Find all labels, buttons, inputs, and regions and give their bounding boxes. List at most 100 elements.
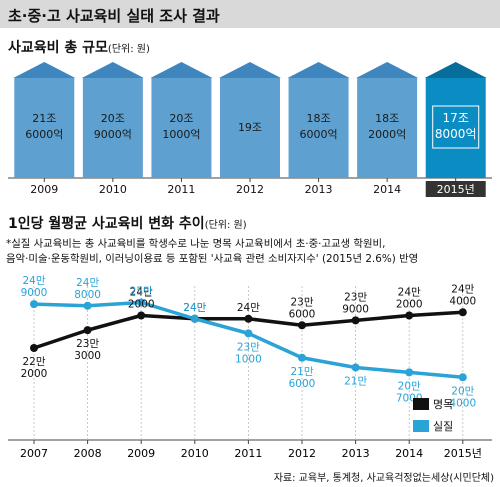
bar-value-label: 19조: [238, 121, 262, 134]
bar-category-label: 2010: [99, 183, 127, 196]
series-data-label: 9000: [342, 303, 369, 315]
series-data-label: 23만: [76, 338, 99, 350]
series-data-label: 9000: [21, 287, 48, 299]
series-data-label: 24만: [398, 287, 421, 299]
series-data-label: 20만: [451, 385, 474, 397]
series-point-명목: [137, 311, 146, 320]
bar-roof-2015년: [424, 62, 487, 78]
series-data-label: 24만: [237, 302, 260, 314]
series-point-실질: [83, 301, 92, 310]
series-point-명목: [30, 344, 38, 352]
title-band: [0, 0, 500, 28]
line-x-label: 2011: [234, 447, 262, 460]
line-note-line-2: 음악·미술·운동학원비, 이러닝이용료 등 포함된 '사교육 관련 소비자지수'…: [6, 253, 419, 265]
series-point-실질: [190, 314, 199, 323]
bar-roof-2013: [287, 62, 350, 78]
bar-category-label: 2011: [167, 183, 195, 196]
bar-roof-2014: [356, 62, 419, 78]
legend-label: 명목: [433, 398, 453, 411]
series-data-label: 3000: [74, 350, 101, 362]
series-data-label: 24만: [451, 283, 474, 295]
bar-value-label: 8000억: [435, 127, 477, 141]
series-point-명목: [244, 314, 253, 323]
bar-category-label: 2014: [373, 183, 401, 196]
line-section-unit: (단위: 원): [204, 220, 247, 231]
series-data-label: 23만: [237, 341, 260, 353]
series-data-label: 24만: [76, 277, 99, 289]
series-data-label: 21만: [344, 376, 367, 388]
series-data-label: 23만: [290, 296, 313, 308]
bar-value-label: 2000억: [368, 128, 406, 141]
line-x-label: 2009: [127, 447, 155, 460]
series-data-label: 25만: [130, 286, 153, 298]
legend-label: 실질: [433, 420, 453, 433]
series-data-label: 20만: [398, 380, 421, 392]
infographic-title: 초·중·고 사교육비 실태 조사 결과: [8, 7, 220, 25]
series-point-실질: [30, 300, 38, 309]
bar-value-label: 18조: [375, 112, 399, 125]
series-data-label: 4000: [449, 397, 476, 409]
series-data-label: 22만: [22, 356, 45, 368]
line-section-title-text: 1인당 월평균 사교육비 변화 추이: [8, 216, 205, 232]
series-point-실질: [405, 368, 414, 377]
bar-value-label: 20조: [101, 112, 125, 125]
series-point-실질: [298, 353, 306, 362]
series-point-실질: [351, 363, 360, 372]
bar-2010: [82, 78, 143, 178]
highlight-year-box: [425, 181, 486, 197]
bar-2009: [14, 78, 75, 178]
bar-value-label: 21조: [32, 112, 56, 125]
bar-value-label: 18조: [307, 112, 331, 125]
line-section-title: 1인당 월평균 사교육비 변화 추이(단위: 원): [8, 213, 247, 233]
series-point-명목: [83, 326, 92, 335]
bar-value-label: 6000억: [25, 128, 63, 141]
series-point-명목: [298, 321, 306, 330]
bar-2011: [151, 78, 212, 178]
series-point-실질: [244, 329, 253, 338]
bar-category-label: 2015년: [437, 183, 475, 196]
bar-2014: [357, 78, 418, 178]
series-data-label: 2000: [21, 368, 48, 380]
series-data-label: 24만: [183, 302, 206, 314]
series-data-label: 6000: [289, 308, 316, 320]
line-x-label: 2013: [342, 447, 370, 460]
series-data-label: 6000: [289, 378, 316, 390]
series-data-label: 24만: [22, 275, 45, 287]
bar-section-title: 사교육비 총 규모(단위: 원): [8, 37, 150, 57]
series-data-label: 2000: [128, 299, 155, 311]
series-data-label: 8000: [74, 289, 101, 301]
bar-value-label: 9000억: [94, 128, 132, 141]
bar-roof-2011: [150, 62, 213, 78]
line-note-line-1: *실질 사교육비는 총 사교육비를 학생수로 나눈 명목 사교육비에서 초·중·…: [6, 238, 386, 250]
bar-value-label: 1000억: [162, 128, 200, 141]
series-point-명목: [405, 311, 414, 320]
source-credit: 자료: 교육부, 통계청, 사교육걱정없는세상(시민단체): [273, 473, 494, 484]
bar-category-label: 2009: [30, 183, 58, 196]
line-x-label: 2008: [74, 447, 102, 460]
bar-category-label: 2012: [236, 183, 264, 196]
line-x-label: 2010: [181, 447, 209, 460]
bar-roof-2009: [13, 62, 76, 78]
line-x-label: 2012: [288, 447, 316, 460]
bar-category-label: 2013: [305, 183, 333, 196]
bar-2012: [220, 78, 280, 178]
line-x-label: 2015년: [444, 447, 482, 460]
bar-2013: [288, 78, 349, 178]
bar-roof-2010: [81, 62, 144, 78]
series-data-label: 4000: [449, 295, 476, 307]
line-x-label: 2007: [20, 447, 48, 460]
line-x-label: 2014: [395, 447, 423, 460]
series-data-label: 24만: [130, 287, 153, 299]
bar-value-label: 6000억: [300, 128, 338, 141]
legend-swatch-명목: [413, 398, 429, 410]
series-point-실질: [458, 373, 467, 382]
bar-2015년: [425, 78, 486, 178]
series-data-label: 23만: [344, 291, 367, 303]
series-data-label: 24만: [183, 302, 206, 314]
bar-roof-2012: [219, 62, 281, 78]
bar-value-label: 20조: [169, 112, 193, 125]
highlight-label-box: [432, 105, 480, 149]
bar-value-label: 17조: [443, 111, 469, 125]
series-data-label: 1000: [235, 353, 262, 365]
